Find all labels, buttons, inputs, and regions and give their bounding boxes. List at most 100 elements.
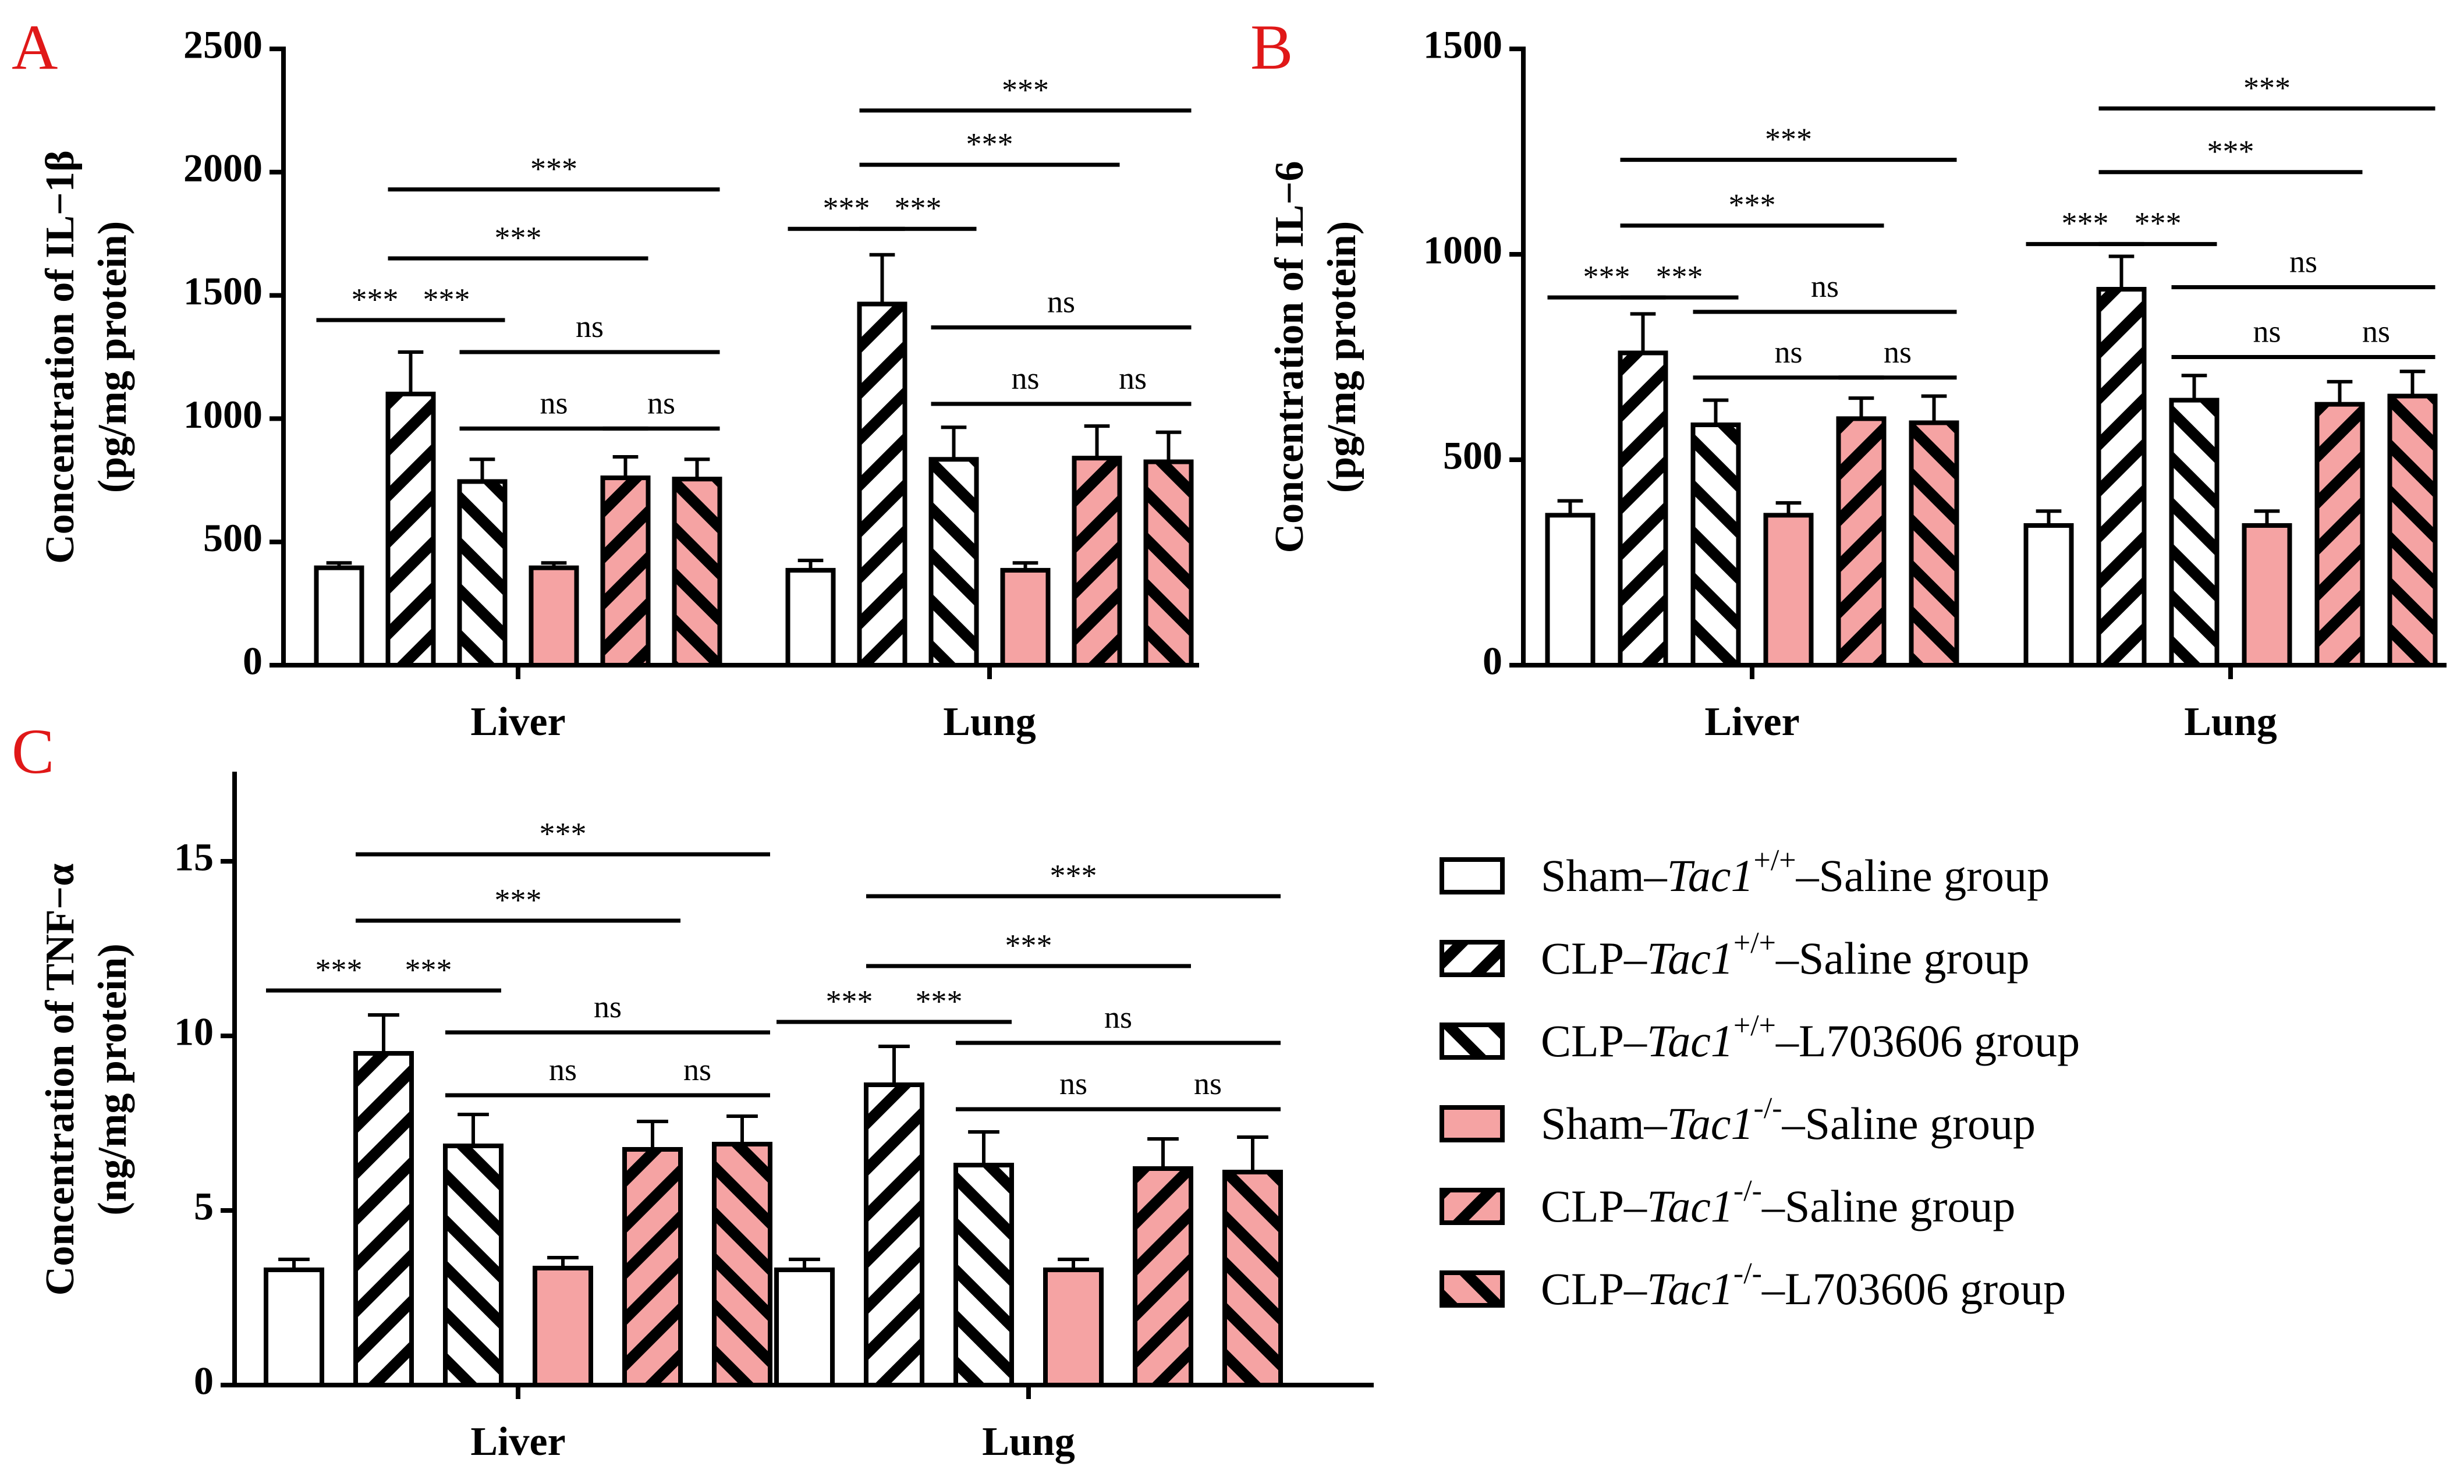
y-tick-label: 1000 [183,392,263,436]
legend-label: Sham–Tac1-/-–Saline group [1541,1092,2036,1149]
significance-label: *** [826,984,873,1018]
bar [785,567,836,668]
significance-label: *** [1002,72,1049,107]
significance-label: *** [423,282,470,317]
y-axis-label: Concentration of IL−6 [1267,161,1312,553]
significance-label: ns [1884,335,1912,370]
significance-label: ns [594,989,622,1024]
significance-label: ns [2289,244,2317,279]
y-tick-label: 1000 [1423,228,1502,272]
bar [443,1144,504,1387]
bar [953,1163,1014,1387]
bar [1763,513,1814,668]
significance-label: *** [530,151,577,186]
significance-label: *** [1005,928,1052,963]
bar [1222,1170,1283,1387]
bar [2387,393,2438,668]
y-axis-label: Concentration of TNF−α [38,864,83,1296]
significance-label: *** [966,126,1013,161]
legend: Sham–Tac1+/+–Saline group CLP–Tac1+/+–Sal… [1440,844,2080,1314]
significance-label: *** [2207,134,2254,169]
legend-swatch [1440,1105,1505,1142]
bar [1133,1166,1193,1387]
panel-b-il6-chart: B Concentration of IL−6 (pg/mg protein) 0 50… [1250,12,2447,744]
bar [1618,350,1668,668]
significance-label: *** [2135,206,2182,241]
bar [928,457,979,668]
y-tick-label: 0 [243,639,263,683]
panel-letter: C [12,716,54,787]
y-tick-label: 5 [194,1184,214,1229]
bar [385,392,436,668]
panel-c-tnfa-chart: C Concentration of TNF−α (ng/mg protein) 0 5… [12,716,1374,1464]
significance-label: ns [576,309,604,344]
bar [774,1268,835,1387]
y-tick-label: 0 [1483,639,1502,683]
significance-label: *** [1729,187,1776,222]
bar [2242,523,2292,668]
significance-label: ns [1774,335,1802,370]
significance-label: *** [540,816,587,851]
significance-label: ns [647,385,675,420]
significance-label: *** [916,984,963,1018]
significance-label: ns [549,1052,577,1087]
legend-swatch [1440,1023,1505,1060]
bar [1143,459,1194,668]
panel-letter: B [1250,12,1293,83]
bar [2096,287,2147,668]
bar [1043,1268,1104,1387]
y-tick-label: 1500 [1423,23,1502,67]
y-tick-label: 2500 [183,23,263,67]
significance-label: ns [1811,269,1839,304]
y-tick-label: 0 [194,1359,214,1403]
legend-swatch [1440,940,1505,977]
bar [857,301,907,668]
x-category-label: Liver [1704,700,1799,744]
x-category-label: Liver [470,700,565,744]
bar [1072,456,1122,668]
y-axis-label: Concentration of IL−1β [38,150,83,564]
legend-label: CLP–Tac1-/-–Saline group [1541,1174,2015,1231]
legend-swatch [1440,857,1505,894]
y-axis-label-unit: (pg/mg protein) [90,221,135,493]
bar [712,1142,772,1387]
legend-label: Sham–Tac1+/+–Saline group [1541,844,2050,901]
bar [264,1268,324,1387]
significance-label: ns [1011,361,1039,396]
panel-a-il1b-chart: A Concentration of IL−1β (pg/mg protein) 0 5… [12,12,1199,744]
bar [600,475,651,668]
bar [864,1082,924,1387]
bar [529,565,579,668]
y-tick-label: 15 [174,835,214,879]
x-category-label: Lung [2184,700,2277,744]
legend-swatch [1440,1270,1505,1308]
y-axis-label-unit: (ng/mg protein) [90,943,135,1215]
bar [1545,513,1596,668]
significance-label: ns [1059,1066,1087,1101]
x-category-label: Lung [943,700,1036,744]
significance-label: *** [1656,260,1703,294]
significance-label: *** [1765,122,1812,157]
bar [1909,420,1959,668]
legend-label: CLP–Tac1+/+–L703606 group [1541,1009,2080,1066]
y-tick-label: 500 [203,516,263,560]
x-category-label: Lung [982,1419,1075,1464]
significance-label: *** [1583,260,1630,294]
bar [314,565,364,668]
y-tick-label: 1500 [183,269,263,313]
significance-label: *** [1050,858,1097,893]
bar [2023,523,2074,668]
significance-label: *** [495,220,542,255]
significance-label: *** [2243,70,2291,105]
significance-label: ns [1104,1000,1132,1035]
legend-swatch [1440,1188,1505,1225]
bar [2169,397,2220,668]
bar [353,1051,414,1387]
significance-label: *** [352,282,399,317]
bar [2314,402,2365,668]
y-axis-label-unit: (pg/mg protein) [1320,221,1364,493]
significance-label: *** [495,882,542,917]
legend-label: CLP–Tac1-/-–L703606 group [1541,1257,2066,1314]
significance-label: ns [1194,1066,1222,1101]
